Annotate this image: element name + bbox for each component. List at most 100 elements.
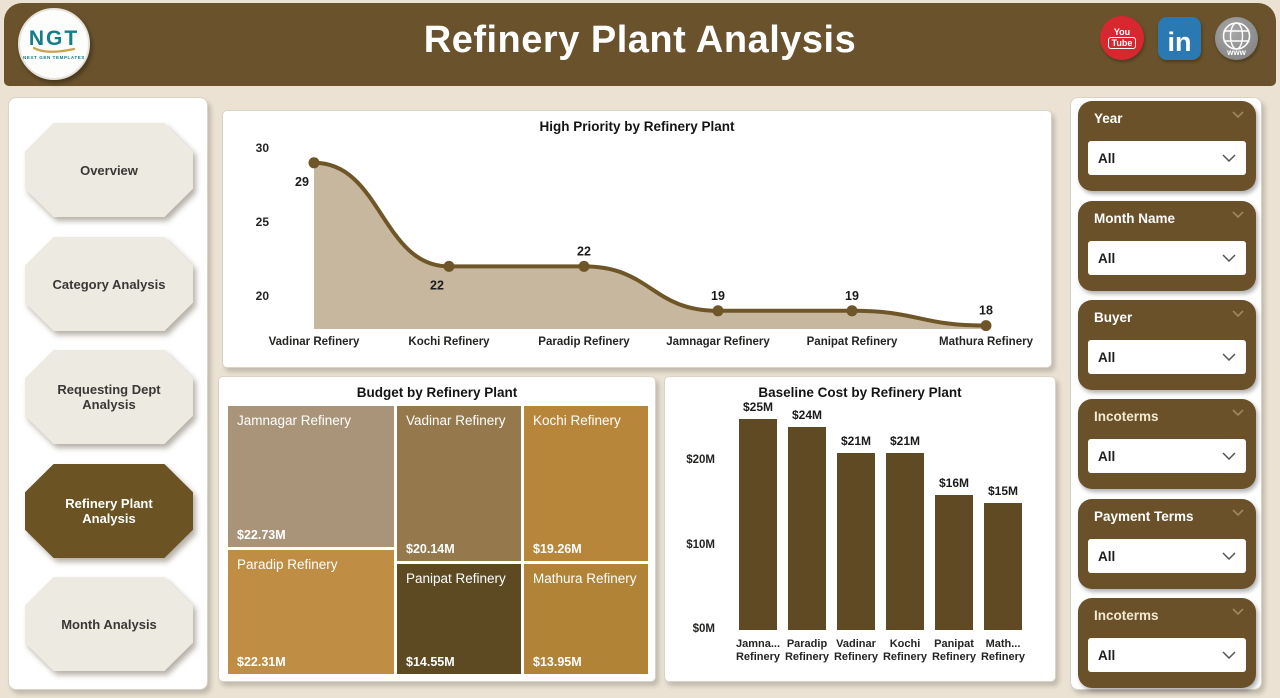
filter-dropdown-incoterms-2[interactable]: All — [1088, 638, 1246, 672]
filter-label-month-name: Month Name — [1094, 211, 1175, 226]
logo-swoosh-icon — [32, 46, 76, 53]
filter-dropdown-incoterms-1[interactable]: All — [1088, 439, 1246, 473]
treemap-title: Budget by Refinery Plant — [356, 385, 518, 400]
nav-button-month-analysis[interactable]: Month Analysis — [25, 577, 193, 671]
x-axis-category-label: Jamna... Refinery — [735, 638, 781, 663]
x-axis-category-label: Vadinar Refinery — [269, 336, 360, 348]
filter-label-incoterms-1: Incoterms — [1094, 409, 1159, 424]
filter-dropdown-payment-terms[interactable]: All — [1088, 539, 1246, 573]
filter-value-payment-terms: All — [1098, 548, 1116, 564]
treemap-tile-name: Paradip Refinery — [237, 557, 338, 572]
filter-collapse-chevron-icon[interactable] — [1232, 111, 1244, 118]
nav-label-refinery-plant-analysis: Refinery Plant Analysis — [65, 496, 153, 526]
treemap-tile[interactable]: Mathura Refinery $13.95M — [524, 564, 648, 674]
treemap-tile[interactable]: Vadinar Refinery $20.14M — [397, 406, 521, 561]
line-data-label: 22 — [430, 278, 444, 292]
bar-chart-title: Baseline Cost by Refinery Plant — [758, 385, 962, 400]
filter-value-year: All — [1098, 150, 1116, 166]
y-axis-tick-label: $10M — [686, 538, 715, 551]
filter-collapse-chevron-icon[interactable] — [1232, 211, 1244, 218]
filter-value-buyer: All — [1098, 349, 1116, 365]
filter-dropdown-buyer[interactable]: All — [1088, 340, 1246, 374]
line-data-label: 29 — [295, 175, 309, 189]
filter-collapse-chevron-icon[interactable] — [1232, 310, 1244, 317]
line-data-point[interactable] — [980, 320, 992, 332]
chevron-down-icon — [1222, 452, 1236, 460]
logo-subtext: NEXT GEN TEMPLATES — [23, 54, 85, 60]
treemap-tile-name: Kochi Refinery — [533, 413, 621, 428]
treemap-tile-name: Mathura Refinery — [533, 571, 637, 586]
treemap-tile[interactable]: Paradip Refinery $22.31M — [228, 550, 394, 674]
linkedin-icon-text: in — [1167, 26, 1192, 57]
header-bar: NGT NEXT GEN TEMPLATES Refinery Plant An… — [4, 3, 1276, 86]
treemap-tile[interactable]: Jamnagar Refinery $22.73M — [228, 406, 394, 547]
treemap-tile-name: Vadinar Refinery — [406, 413, 506, 428]
nav-button-requesting-dept-analysis[interactable]: Requesting Dept Analysis — [25, 350, 193, 444]
nav-label-category-analysis: Category Analysis — [52, 276, 166, 292]
youtube-icon-text-top: You — [1113, 27, 1131, 37]
line-data-point[interactable] — [846, 305, 858, 317]
bar-data-label: $21M — [889, 433, 921, 448]
filter-card-year: Year All — [1078, 101, 1256, 191]
line-chart-title: High Priority by Refinery Plant — [539, 119, 735, 134]
x-axis-category-label: Vadinar Refinery — [833, 638, 879, 663]
budget-treemap-panel: Budget by Refinery Plant Jamnagar Refine… — [218, 376, 656, 682]
line-data-label: 19 — [711, 289, 725, 303]
treemap-tile[interactable]: Panipat Refinery $14.55M — [397, 564, 521, 674]
chevron-down-icon — [1222, 651, 1236, 659]
filter-label-year: Year — [1094, 111, 1123, 126]
treemap-tile-value: $20.14M — [406, 542, 455, 556]
linkedin-icon[interactable]: in — [1158, 16, 1201, 60]
chevron-down-icon — [1222, 154, 1236, 162]
nav-label-overview: Overview — [80, 162, 138, 178]
filter-collapse-chevron-icon[interactable] — [1232, 509, 1244, 516]
website-globe-icon[interactable]: www — [1215, 16, 1258, 60]
filter-card-incoterms-2: Incoterms All — [1078, 598, 1256, 688]
line-data-point[interactable] — [712, 305, 724, 317]
bar-data-label: $24M — [791, 408, 823, 423]
filter-label-buyer: Buyer — [1094, 310, 1133, 325]
bar[interactable] — [739, 418, 777, 630]
filter-sidebar: Year All Month Name All Buyer All Inco — [1070, 97, 1262, 690]
nav-label-requesting-dept-analysis: Requesting Dept Analysis — [57, 382, 161, 412]
filter-card-incoterms-1: Incoterms All — [1078, 399, 1256, 489]
filter-dropdown-month-name[interactable]: All — [1088, 241, 1246, 275]
bar[interactable] — [788, 427, 826, 630]
nav-button-overview[interactable]: Overview — [25, 123, 193, 217]
filter-value-incoterms-2: All — [1098, 647, 1116, 663]
youtube-icon[interactable]: You Tube — [1100, 16, 1144, 60]
line-series-path — [313, 160, 987, 328]
treemap-tile-value: $22.73M — [237, 528, 286, 542]
nav-label-month-analysis: Month Analysis — [61, 616, 157, 632]
bar[interactable] — [984, 503, 1022, 630]
treemap-tile-name: Panipat Refinery — [406, 571, 506, 586]
line-data-point[interactable] — [443, 260, 455, 272]
y-axis-tick-label: $0M — [692, 623, 715, 635]
x-axis-category-label: Math... Refinery — [980, 638, 1026, 663]
bar[interactable] — [886, 452, 924, 630]
x-axis-category-label: Mathura Refinery — [939, 336, 1034, 348]
bar-chart-canvas: $20M $10M $0M $25M Jamna... Refinery $24M Parad… — [665, 377, 1055, 681]
page-title: Refinery Plant Analysis — [423, 19, 857, 61]
ngt-logo: NGT NEXT GEN TEMPLATES — [18, 8, 90, 80]
nav-button-refinery-plant-analysis[interactable]: Refinery Plant Analysis — [25, 464, 193, 558]
bar-data-label: $15M — [987, 484, 1019, 499]
chevron-down-icon — [1222, 552, 1236, 560]
nav-button-category-analysis[interactable]: Category Analysis — [25, 237, 193, 331]
chevron-down-icon — [1222, 353, 1236, 361]
filter-collapse-chevron-icon[interactable] — [1232, 608, 1244, 615]
treemap-tile-name: Jamnagar Refinery — [237, 413, 352, 428]
treemap-tile[interactable]: Kochi Refinery $19.26M — [524, 406, 648, 561]
filter-card-month-name: Month Name All — [1078, 201, 1256, 291]
treemap-tile-value: $14.55M — [406, 655, 455, 669]
filter-dropdown-year[interactable]: All — [1088, 141, 1246, 175]
y-axis-tick-label: 30 — [256, 141, 270, 155]
bar[interactable] — [837, 452, 875, 630]
bar[interactable] — [935, 494, 973, 630]
treemap-tile-value: $13.95M — [533, 655, 582, 669]
filter-collapse-chevron-icon[interactable] — [1232, 409, 1244, 416]
line-data-point[interactable] — [308, 157, 320, 169]
high-priority-line-chart-panel: High Priority by Refinery Plant 30 25 20 29… — [222, 110, 1052, 368]
line-data-point[interactable] — [578, 260, 590, 272]
